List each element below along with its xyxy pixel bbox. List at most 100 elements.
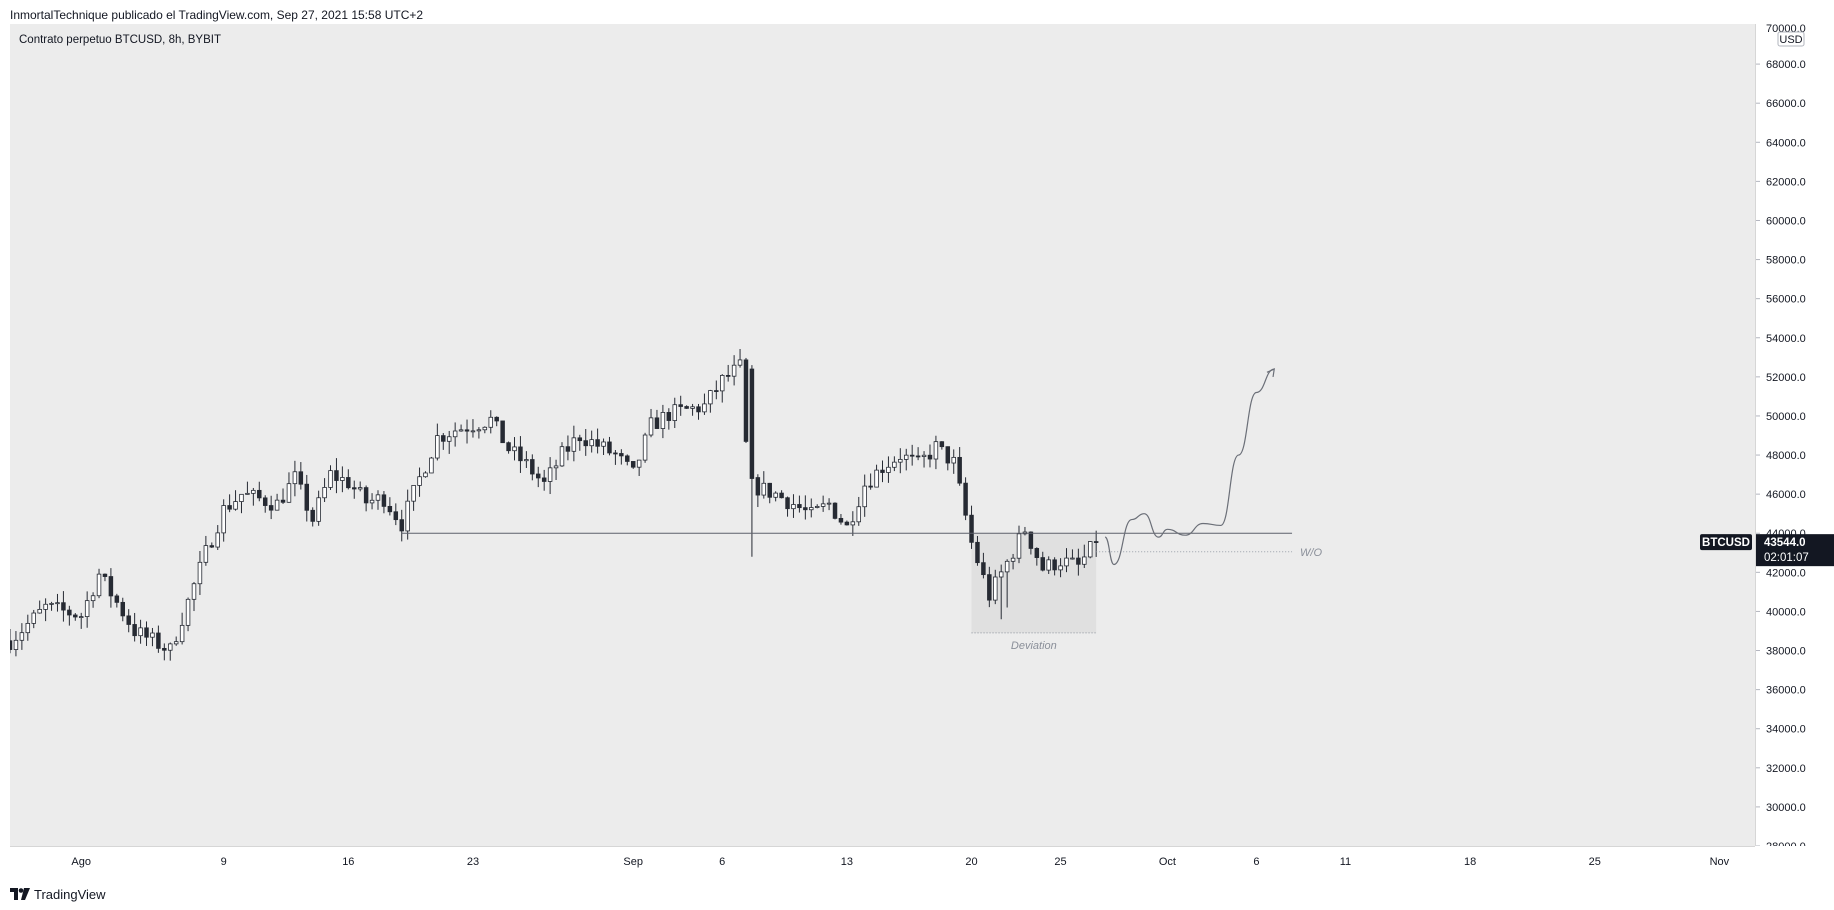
price-scale[interactable]: 68000.0 66000.0 64000.0 62000.0 60000.0 58000…: [1755, 24, 1834, 846]
candle-body: [257, 489, 262, 499]
candle-body: [767, 482, 772, 498]
candle: [340, 466, 345, 493]
candle-body: [221, 505, 226, 534]
symbol-badge: [1700, 534, 1752, 551]
candle: [1082, 544, 1087, 568]
candle: [743, 357, 749, 443]
candle: [298, 462, 304, 490]
candle: [375, 490, 381, 510]
candle-body: [625, 455, 630, 462]
candle: [73, 613, 78, 621]
candle-body: [292, 471, 298, 485]
candle: [708, 389, 713, 413]
candle: [268, 495, 274, 520]
projection-path: [1104, 368, 1275, 566]
candle-body: [559, 446, 565, 467]
candle: [725, 364, 731, 382]
candle-body: [464, 429, 470, 432]
candle: [785, 496, 790, 517]
candle-body: [375, 494, 381, 501]
candle-body: [714, 390, 719, 392]
candle-body: [850, 521, 856, 526]
candle-body: [506, 442, 511, 452]
candle: [61, 591, 66, 622]
candle: [803, 495, 808, 520]
candle: [464, 419, 470, 444]
candle: [102, 573, 108, 582]
candle-body: [731, 364, 737, 377]
candle-body: [429, 457, 434, 474]
candle: [138, 619, 143, 644]
candle: [850, 511, 856, 536]
candle: [672, 397, 678, 429]
candle-body: [975, 541, 980, 564]
candle: [660, 404, 666, 439]
candle: [215, 525, 220, 551]
candle: [13, 631, 19, 657]
candle: [856, 496, 861, 526]
candle-body: [737, 359, 743, 366]
candle-body: [340, 477, 345, 481]
candle-body: [619, 453, 624, 457]
candle-body: [583, 440, 588, 447]
candle: [304, 474, 310, 522]
currency-label: USD: [1779, 34, 1802, 46]
candle: [328, 465, 333, 490]
candle-body: [524, 459, 529, 462]
candle: [393, 503, 399, 526]
candle: [150, 627, 155, 647]
candle-body: [981, 562, 986, 576]
candle-body: [630, 461, 636, 468]
chart-area[interactable]: Deviation W/O BTCUSD Contrato perpetuo BTC…: [10, 24, 1755, 846]
candle: [399, 509, 404, 542]
candle-body: [435, 435, 440, 459]
candle-body: [1070, 557, 1075, 560]
candle: [251, 487, 256, 506]
candle: [1028, 531, 1034, 555]
candle-body: [387, 505, 393, 513]
price-tick-label: 62000.0: [1766, 176, 1806, 188]
candle: [1004, 559, 1010, 608]
candle-body: [969, 514, 974, 543]
candle: [316, 490, 321, 526]
candle-body: [565, 446, 571, 452]
candle: [981, 552, 986, 579]
candle: [411, 485, 416, 511]
candle-body: [921, 454, 927, 457]
footer[interactable]: TradingView: [10, 884, 106, 904]
candle: [892, 456, 897, 472]
candle: [179, 612, 185, 645]
countdown-label: 02:01:07: [1764, 552, 1809, 564]
candle-body: [19, 632, 25, 641]
candle-body: [43, 603, 48, 610]
candle-body: [84, 600, 90, 617]
candle: [387, 497, 393, 516]
candle-body: [286, 483, 292, 503]
candle-body: [132, 624, 137, 637]
price-tick-label: 40000.0: [1766, 606, 1806, 618]
candle: [589, 430, 594, 453]
candle-body: [1028, 531, 1034, 549]
candle: [898, 448, 903, 474]
candle-body: [536, 473, 541, 479]
candle: [245, 481, 250, 495]
candle-body: [648, 417, 654, 436]
candle-body: [1058, 565, 1063, 571]
candle: [565, 435, 571, 461]
candle: [441, 433, 446, 450]
candle-body: [357, 487, 363, 490]
currency-box: [1777, 31, 1805, 47]
time-scale[interactable]: Ago 9 16 23 Sep 6 13 20 25 Oct 6 11 18 25 Nov: [10, 846, 1755, 877]
candle: [690, 403, 695, 416]
footer-brand: TradingView: [34, 886, 106, 902]
candle-body: [898, 458, 903, 463]
price-tick-label: 58000.0: [1766, 255, 1806, 267]
candle: [173, 636, 179, 646]
candle-body: [589, 439, 594, 447]
candle-body: [826, 502, 832, 505]
candle-body: [191, 583, 197, 600]
candle-body: [820, 503, 826, 507]
symbol-legend[interactable]: Contrato perpetuo BTCUSD, 8h, BYBIT: [19, 34, 221, 46]
price-chart-canvas[interactable]: Deviation W/O BTCUSD: [10, 24, 1755, 846]
time-tick-label: 16: [342, 856, 354, 868]
